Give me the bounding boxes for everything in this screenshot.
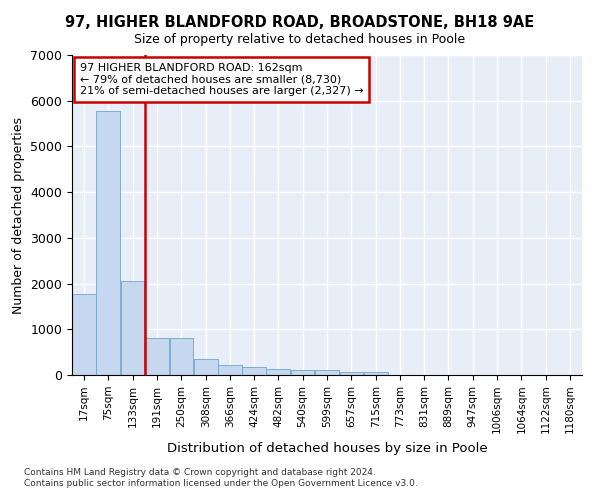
Text: Size of property relative to detached houses in Poole: Size of property relative to detached ho… xyxy=(134,32,466,46)
Bar xyxy=(145,338,169,375)
Bar xyxy=(364,372,388,375)
Bar xyxy=(72,294,96,375)
Text: 97, HIGHER BLANDFORD ROAD, BROADSTONE, BH18 9AE: 97, HIGHER BLANDFORD ROAD, BROADSTONE, B… xyxy=(65,15,535,30)
Bar xyxy=(242,367,266,375)
Bar xyxy=(316,370,339,375)
Bar xyxy=(266,369,290,375)
Bar xyxy=(121,281,145,375)
Bar xyxy=(218,365,242,375)
Bar xyxy=(194,358,218,375)
Bar xyxy=(97,111,120,375)
Bar xyxy=(340,372,364,375)
Text: 97 HIGHER BLANDFORD ROAD: 162sqm
← 79% of detached houses are smaller (8,730)
21: 97 HIGHER BLANDFORD ROAD: 162sqm ← 79% o… xyxy=(80,63,363,96)
X-axis label: Distribution of detached houses by size in Poole: Distribution of detached houses by size … xyxy=(167,442,487,455)
Text: Contains HM Land Registry data © Crown copyright and database right 2024.
Contai: Contains HM Land Registry data © Crown c… xyxy=(24,468,418,487)
Bar xyxy=(170,338,193,375)
Y-axis label: Number of detached properties: Number of detached properties xyxy=(12,116,25,314)
Bar xyxy=(290,370,314,375)
